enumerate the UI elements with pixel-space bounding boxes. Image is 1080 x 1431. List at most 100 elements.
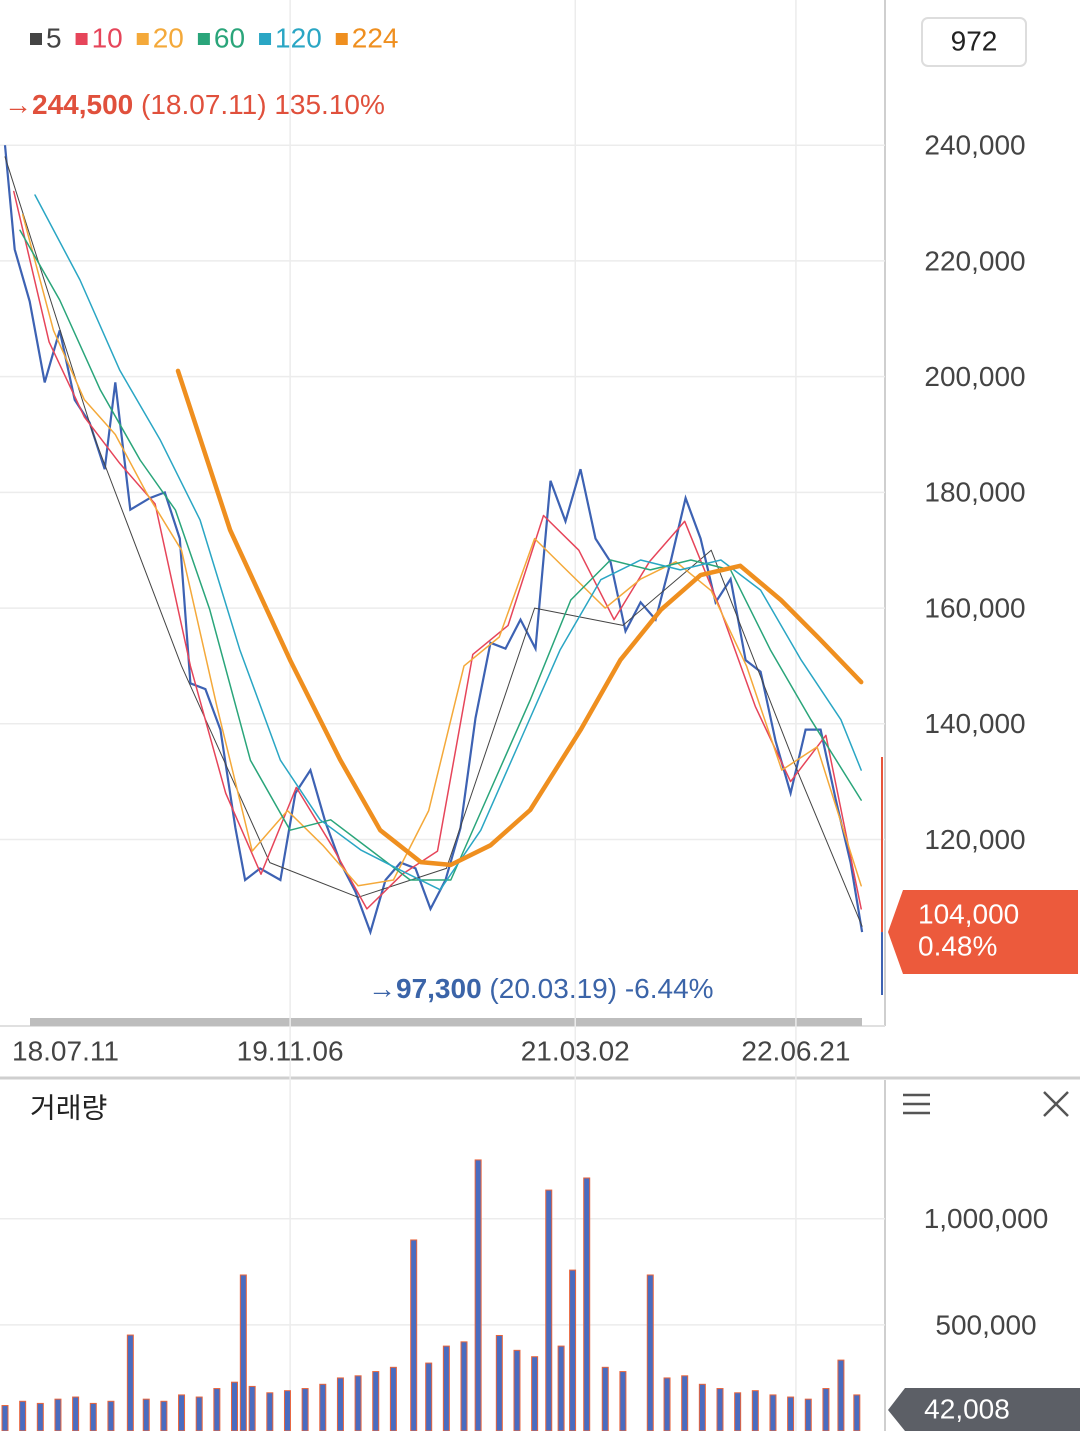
y-tick-label: 180,000 (924, 477, 1025, 508)
volume-bar (583, 1177, 591, 1431)
volume-bar (301, 1388, 309, 1431)
volume-bar (601, 1366, 609, 1431)
ma-line (4, 156, 863, 927)
volume-bar (787, 1396, 795, 1431)
legend-swatch (197, 33, 210, 45)
volume-bar (19, 1400, 27, 1431)
volume-bar (266, 1392, 274, 1431)
arrow: → (368, 973, 396, 1004)
volume-bar (853, 1394, 861, 1431)
volume-bar (425, 1362, 433, 1431)
volume-bar (195, 1396, 203, 1431)
y-tick-label: 220,000 (924, 245, 1025, 276)
close-icon[interactable] (1043, 1091, 1069, 1117)
volume-bar (1, 1405, 9, 1431)
price-line (3, 145, 864, 936)
volume-bar (698, 1383, 706, 1431)
y-tick-label: 240,000 (924, 130, 1025, 161)
volume-bar (442, 1345, 450, 1431)
gap (133, 90, 141, 121)
y-tick-label: 1,000,000 (924, 1203, 1049, 1234)
low-annotation-part: 97,300 (396, 973, 482, 1004)
volume-bar (822, 1388, 830, 1431)
volume-bar (160, 1400, 168, 1431)
volume-bar (89, 1402, 97, 1431)
high-annotation-part: (18.07.11) (141, 90, 267, 121)
high-annotation-part: 244,500 (32, 90, 133, 121)
count-box[interactable] (921, 17, 1027, 67)
volume-bar (107, 1400, 115, 1431)
y-tick-label: 160,000 (924, 592, 1025, 623)
volume-bar (716, 1388, 724, 1431)
volume-bar (283, 1390, 291, 1431)
volume-bar (681, 1375, 689, 1431)
volume-bar (569, 1269, 577, 1431)
volume-bar (389, 1366, 397, 1431)
legend-swatch (259, 33, 272, 45)
volume-bar (126, 1334, 134, 1431)
volume-bar (142, 1398, 150, 1431)
legend-label: 120 (275, 22, 322, 53)
volume-bar (336, 1377, 344, 1431)
last-price-change: 0.48% (918, 930, 997, 961)
high-annotation: →244,500 (18.07.11) 135.10% (4, 90, 385, 121)
volume-bar (557, 1345, 565, 1431)
volume-bar (54, 1398, 62, 1431)
gap (617, 973, 625, 1004)
x-tick-label: 19.11.06 (237, 1035, 344, 1066)
ma-line (34, 194, 862, 891)
volume-bar (663, 1377, 671, 1431)
y-tick-label: 140,000 (924, 708, 1025, 739)
legend-label: 10 (92, 22, 123, 53)
y-tick-label: 200,000 (924, 361, 1025, 392)
volume-bar (619, 1371, 627, 1431)
ma-line (19, 229, 862, 881)
volume-bar (36, 1402, 44, 1431)
y-tick-label: 500,000 (935, 1309, 1036, 1340)
last-price-label: 104,000 (918, 898, 1019, 929)
legend-swatch (30, 33, 42, 45)
legend-swatch (335, 33, 348, 45)
legend-label: 224 (352, 22, 399, 53)
volume-bar (178, 1394, 186, 1431)
volume-bar (751, 1390, 759, 1431)
volume-bar (646, 1274, 654, 1431)
menu-icon[interactable] (903, 1093, 930, 1115)
high-annotation-part: 135.10% (274, 90, 385, 121)
volume-last-label: 42,008 (924, 1393, 1010, 1424)
low-annotation: →97,300 (20.03.19) -6.44% (368, 973, 714, 1004)
scrollbar[interactable] (30, 1018, 862, 1026)
ma-line (175, 368, 864, 868)
volume-bar (495, 1334, 503, 1431)
volume-title: 거래량 (30, 1092, 107, 1123)
volume-bar (72, 1396, 80, 1431)
count-label: 972 (951, 25, 998, 56)
volume-bar (319, 1383, 327, 1431)
legend-label: 5 (46, 22, 62, 53)
low-annotation-part: -6.44% (625, 973, 714, 1004)
x-tick-label: 21.03.02 (521, 1035, 630, 1066)
x-tick-label: 22.06.21 (741, 1035, 850, 1066)
gap (267, 90, 275, 121)
volume-bar (410, 1239, 418, 1431)
volume-last-box (888, 1388, 1080, 1431)
volume-bar (231, 1381, 239, 1431)
x-tick-label: 18.07.11 (12, 1035, 119, 1066)
legend-swatch (136, 33, 149, 45)
y-tick-label: 120,000 (924, 824, 1025, 855)
volume-bar (460, 1341, 468, 1431)
volume-bar (769, 1394, 777, 1431)
volume-bar (372, 1371, 380, 1431)
ma-line (21, 213, 862, 887)
legend-swatch (75, 33, 88, 45)
last-price-box (888, 890, 1078, 975)
volume-bar (513, 1349, 521, 1431)
low-annotation-part: (20.03.19) (489, 973, 617, 1004)
legend-label: 60 (214, 22, 245, 53)
volume-bar (248, 1385, 256, 1431)
arrow: → (4, 90, 32, 121)
legend: 5 10 20 60 120 224 (30, 22, 398, 53)
ma-line (13, 190, 862, 910)
